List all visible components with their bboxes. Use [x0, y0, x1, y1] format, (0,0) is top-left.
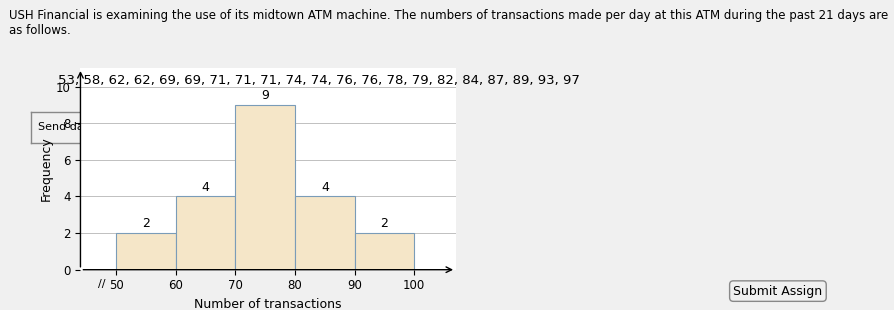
Text: 53, 58, 62, 62, 69, 69, 71, 71, 71, 74, 74, 76, 76, 78, 79, 82, 84, 87, 89, 93, : 53, 58, 62, 62, 69, 69, 71, 71, 71, 74, … [58, 74, 580, 87]
Text: //: // [97, 279, 105, 289]
X-axis label: Number of transactions: Number of transactions [195, 298, 342, 310]
Text: Send data to calculator: Send data to calculator [38, 122, 168, 132]
Y-axis label: Frequency: Frequency [40, 137, 53, 201]
Text: 4: 4 [321, 181, 329, 194]
Bar [176, 197, 235, 270]
Text: Submit Assign: Submit Assign [733, 285, 822, 298]
Bar [116, 233, 176, 270]
Text: 2: 2 [142, 217, 150, 230]
Text: 2: 2 [381, 217, 388, 230]
Text: 4: 4 [202, 181, 209, 194]
Text: USH Financial is examining the use of its midtown ATM machine. The numbers of tr: USH Financial is examining the use of it… [9, 9, 889, 37]
Bar [355, 233, 414, 270]
Bar [295, 197, 355, 270]
Bar [235, 105, 295, 270]
Text: 9: 9 [261, 89, 269, 102]
